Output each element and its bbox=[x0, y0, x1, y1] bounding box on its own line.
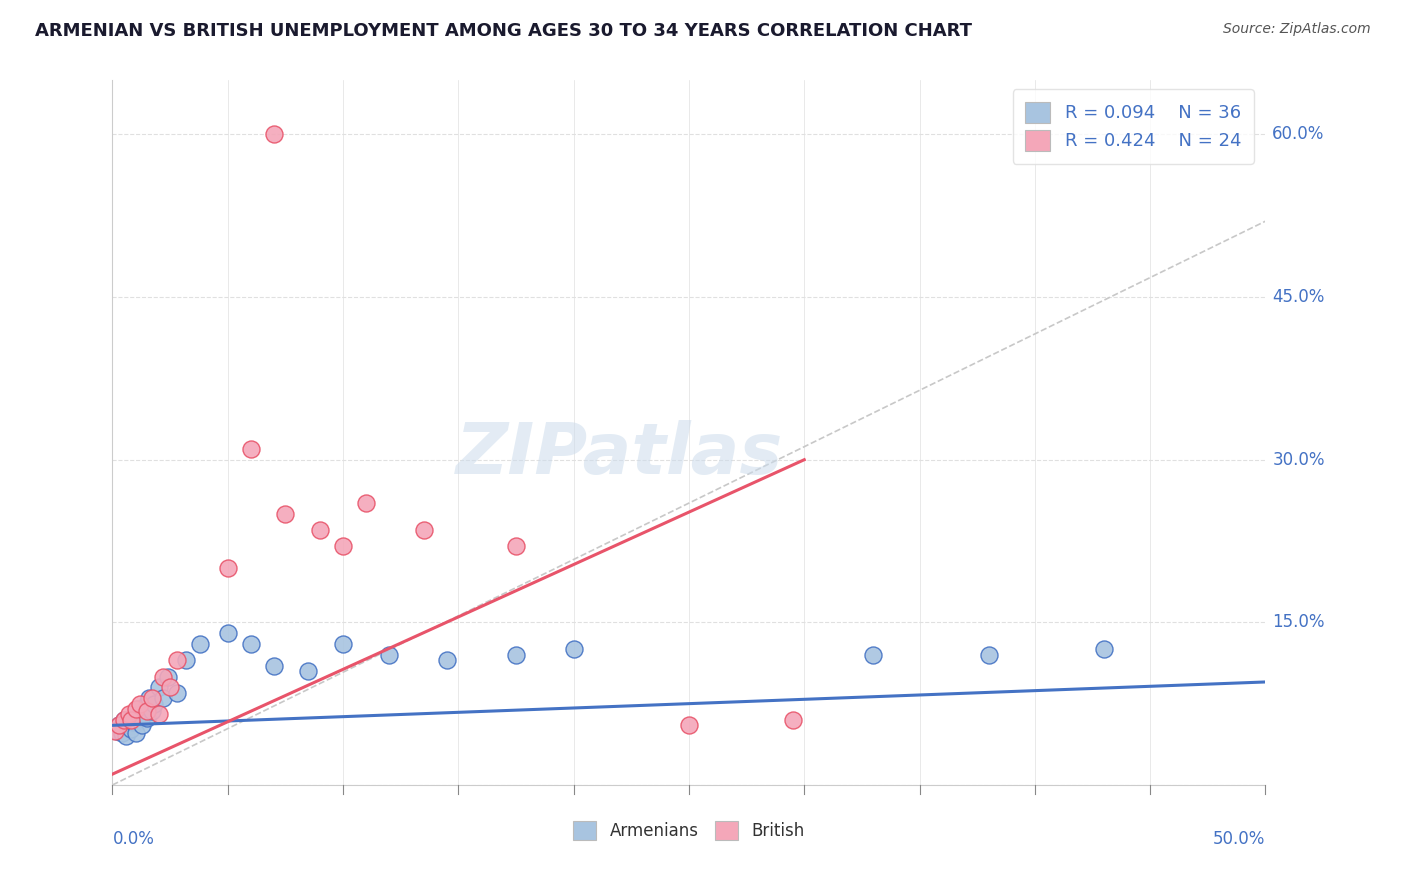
Text: ZIPatlas: ZIPatlas bbox=[456, 420, 783, 489]
Point bbox=[217, 626, 239, 640]
Point bbox=[120, 713, 142, 727]
Point bbox=[148, 707, 170, 722]
Point bbox=[117, 718, 139, 732]
Point bbox=[152, 669, 174, 683]
Point bbox=[124, 702, 146, 716]
Point bbox=[122, 715, 145, 730]
Point bbox=[678, 718, 700, 732]
Point bbox=[862, 648, 884, 662]
Point bbox=[152, 691, 174, 706]
Point bbox=[436, 653, 458, 667]
Point bbox=[332, 540, 354, 554]
Point bbox=[505, 540, 527, 554]
Point bbox=[131, 718, 153, 732]
Point bbox=[141, 691, 163, 706]
Text: 0.0%: 0.0% bbox=[112, 830, 155, 848]
Point bbox=[127, 702, 149, 716]
Text: 50.0%: 50.0% bbox=[1213, 830, 1265, 848]
Point bbox=[112, 713, 135, 727]
Point bbox=[141, 704, 163, 718]
Point bbox=[1092, 642, 1115, 657]
Point bbox=[378, 648, 401, 662]
Legend: Armenians, British: Armenians, British bbox=[567, 814, 811, 847]
Point bbox=[120, 722, 142, 736]
Point bbox=[274, 507, 297, 521]
Point bbox=[105, 723, 128, 738]
Point bbox=[977, 648, 1000, 662]
Point bbox=[217, 561, 239, 575]
Point bbox=[136, 697, 159, 711]
Point bbox=[156, 669, 179, 683]
Point bbox=[562, 642, 585, 657]
Point bbox=[263, 658, 285, 673]
Point bbox=[136, 711, 159, 725]
Text: Source: ZipAtlas.com: Source: ZipAtlas.com bbox=[1223, 22, 1371, 37]
Point bbox=[263, 128, 285, 142]
Point bbox=[129, 707, 152, 722]
Point bbox=[143, 697, 166, 711]
Point bbox=[297, 664, 319, 678]
Point bbox=[148, 681, 170, 695]
Point bbox=[354, 496, 377, 510]
Point bbox=[108, 718, 131, 732]
Point bbox=[782, 713, 804, 727]
Point bbox=[117, 707, 139, 722]
Point bbox=[332, 637, 354, 651]
Point bbox=[239, 637, 262, 651]
Point bbox=[111, 726, 134, 740]
Point bbox=[136, 704, 159, 718]
Point bbox=[166, 653, 188, 667]
Point bbox=[124, 726, 146, 740]
Text: 30.0%: 30.0% bbox=[1272, 450, 1324, 468]
Point bbox=[174, 653, 197, 667]
Point bbox=[239, 442, 262, 456]
Text: ARMENIAN VS BRITISH UNEMPLOYMENT AMONG AGES 30 TO 34 YEARS CORRELATION CHART: ARMENIAN VS BRITISH UNEMPLOYMENT AMONG A… bbox=[35, 22, 972, 40]
Point bbox=[159, 681, 181, 695]
Point bbox=[309, 523, 332, 537]
Point bbox=[115, 729, 138, 743]
Point bbox=[124, 713, 146, 727]
Point bbox=[108, 718, 131, 732]
Point bbox=[188, 637, 211, 651]
Text: 45.0%: 45.0% bbox=[1272, 288, 1324, 306]
Point bbox=[104, 723, 127, 738]
Text: 60.0%: 60.0% bbox=[1272, 126, 1324, 144]
Point bbox=[138, 691, 160, 706]
Point bbox=[166, 686, 188, 700]
Point bbox=[412, 523, 434, 537]
Text: 15.0%: 15.0% bbox=[1272, 614, 1324, 632]
Point bbox=[129, 697, 152, 711]
Point bbox=[505, 648, 527, 662]
Point bbox=[112, 713, 135, 727]
